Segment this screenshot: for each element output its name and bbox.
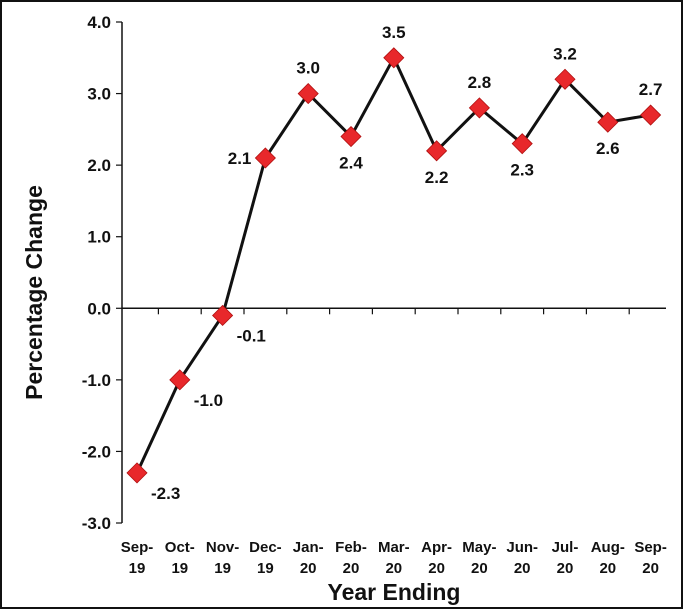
y-axis-ticks: 4.0 3.0 2.0 1.0 0.0 -1.0 -2.0 -3.0	[82, 13, 122, 533]
data-label: 2.1	[228, 149, 252, 168]
data-labels: -2.3 -1.0 -0.1 2.1 3.0 2.4 3.5 2.2 2.8 2.3 3.2 2.6 2…	[151, 23, 662, 503]
x-axis-title: Year Ending	[328, 579, 461, 605]
series-line	[135, 56, 651, 474]
y-tick-label: -1.0	[82, 371, 111, 390]
data-label: -0.1	[237, 326, 266, 345]
data-label: 3.0	[296, 59, 320, 78]
y-axis-title: Percentage Change	[21, 185, 47, 400]
data-label: 2.7	[639, 80, 663, 99]
data-point	[468, 97, 490, 119]
x-tick-label-year: 20	[557, 560, 574, 577]
x-tick-label-year: 20	[471, 560, 488, 577]
data-label: -1.0	[194, 391, 223, 410]
data-label: 2.6	[596, 139, 620, 158]
x-tick-label-year: 19	[257, 560, 274, 577]
x-tick-label-month: Apr-	[421, 539, 452, 556]
x-tick-label-month: May-	[462, 539, 496, 556]
data-point	[212, 304, 234, 327]
x-tick-label-month: Sep-	[121, 539, 154, 556]
y-tick-label: 4.0	[87, 13, 111, 32]
data-point	[511, 133, 533, 155]
x-tick-label-year: 20	[599, 560, 616, 577]
data-point	[554, 68, 576, 90]
data-label: -2.3	[151, 484, 180, 503]
x-axis-ticks: Sep- 19 Oct- 19 Nov- 19 Dec- 19 Jan- 20 Feb- 20 Mar-…	[121, 308, 667, 577]
y-tick-label: -2.0	[82, 442, 111, 461]
data-markers	[126, 47, 662, 484]
data-label: 2.4	[339, 154, 363, 173]
x-tick-label-year: 20	[300, 560, 317, 577]
x-tick-label-month: Nov-	[206, 539, 239, 556]
x-tick-label-year: 19	[214, 560, 231, 577]
data-label: 3.2	[553, 44, 577, 63]
x-tick-label-month: Sep-	[634, 539, 667, 556]
x-tick-label-year: 20	[343, 560, 360, 577]
data-point	[126, 462, 148, 484]
data-point	[383, 47, 405, 69]
x-tick-label-month: Aug-	[591, 539, 625, 556]
x-tick-label-month: Jun-	[506, 539, 538, 556]
x-tick-label-year: 19	[171, 560, 188, 577]
x-tick-label-month: Jul-	[552, 539, 579, 556]
data-point	[297, 83, 319, 105]
y-tick-label: 1.0	[87, 228, 111, 247]
y-tick-label: 3.0	[87, 85, 111, 104]
y-tick-label: 0.0	[87, 299, 111, 318]
data-label: 2.3	[510, 161, 534, 180]
x-tick-label-year: 20	[514, 560, 531, 577]
y-tick-label: -3.0	[82, 514, 111, 533]
x-tick-label-year: 19	[129, 560, 146, 577]
x-tick-label-month: Mar-	[378, 539, 410, 556]
data-label: 2.2	[425, 168, 449, 187]
data-label: 2.8	[468, 73, 492, 92]
axes	[121, 22, 666, 523]
y-tick-label: 2.0	[87, 156, 111, 175]
x-tick-label-month: Jan-	[293, 539, 324, 556]
x-tick-label-year: 20	[385, 560, 402, 577]
data-label: 3.5	[382, 23, 406, 42]
x-tick-label-month: Feb-	[335, 539, 367, 556]
x-tick-label-year: 20	[428, 560, 445, 577]
data-point	[254, 147, 276, 169]
data-point	[597, 111, 619, 133]
x-tick-label-month: Dec-	[249, 539, 282, 556]
x-tick-label-year: 20	[642, 560, 659, 577]
data-point	[426, 140, 448, 162]
data-point	[640, 104, 662, 126]
data-point	[340, 125, 362, 148]
x-tick-label-month: Oct-	[165, 539, 195, 556]
data-point	[169, 369, 191, 391]
